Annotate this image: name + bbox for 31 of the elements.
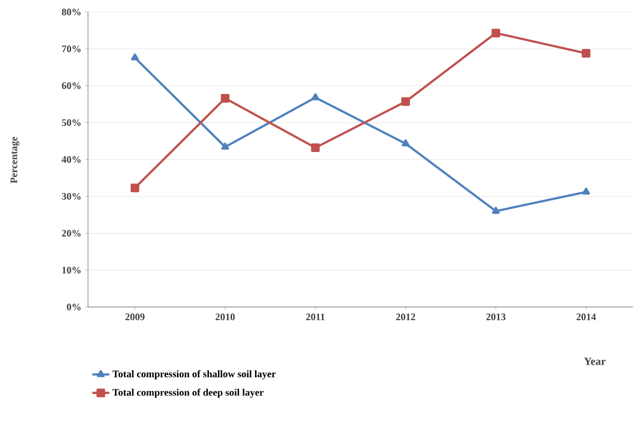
x-tick-label: 2011 bbox=[306, 314, 325, 320]
y-tick-label: 0% bbox=[66, 304, 81, 310]
x-tick-label: 2010 bbox=[216, 314, 235, 320]
x-tick-label: 2012 bbox=[396, 314, 416, 320]
point bbox=[492, 28, 500, 38]
y-axis-title: Percentage bbox=[10, 136, 20, 184]
x-tick-label: 2013 bbox=[486, 314, 506, 320]
point bbox=[131, 53, 139, 60]
y-tick-label: 70% bbox=[62, 45, 81, 52]
y-tick-label: 40% bbox=[62, 156, 81, 163]
x-axis-title: Year bbox=[584, 358, 606, 366]
point bbox=[311, 143, 320, 152]
y-tick-label: 50% bbox=[62, 119, 81, 126]
x-tick-label: 2009 bbox=[125, 314, 145, 320]
point bbox=[402, 139, 410, 146]
point bbox=[401, 97, 410, 106]
y-tick-label: 20% bbox=[62, 230, 81, 237]
point bbox=[312, 93, 320, 100]
point bbox=[582, 49, 590, 58]
y-tick-label: 60% bbox=[62, 82, 81, 90]
point bbox=[220, 94, 230, 103]
point bbox=[582, 188, 590, 195]
legend-label: Total compression of shallow soil layer bbox=[112, 370, 276, 380]
point bbox=[492, 206, 500, 214]
y-tick-label: 80% bbox=[62, 8, 81, 16]
y-tick-label: 10% bbox=[62, 266, 81, 274]
point bbox=[130, 184, 140, 192]
y-tick-label: 30% bbox=[62, 192, 81, 200]
x-tick-label: 2014 bbox=[576, 314, 596, 320]
point bbox=[221, 142, 230, 150]
legend-label: Total compression of deep soil layer bbox=[112, 388, 264, 398]
